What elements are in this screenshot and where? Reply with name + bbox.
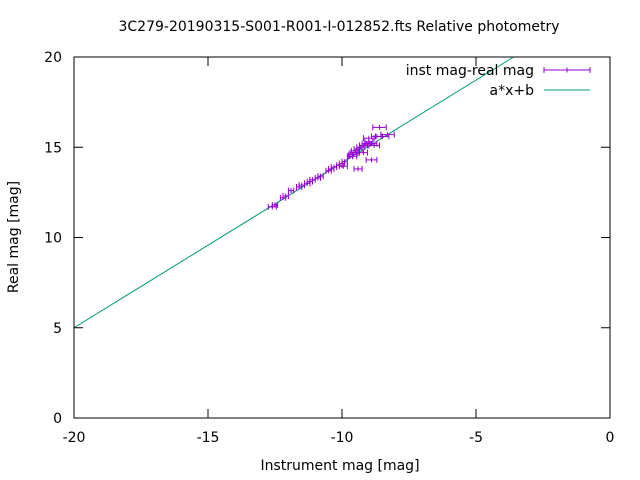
legend-label-fit: a*x+b (490, 83, 535, 99)
y-tick-label: 5 (53, 321, 62, 337)
x-tick-label: -10 (331, 430, 354, 446)
plot-frame (73, 56, 611, 419)
chart-title: 3C279-20190315-S001-R001-I-012852.fts Re… (119, 19, 560, 35)
data-point (348, 153, 358, 160)
data-point (358, 149, 368, 156)
data-point (282, 192, 289, 199)
data-point (362, 135, 375, 142)
x-tick-label: -15 (197, 430, 220, 446)
data-point (372, 124, 387, 131)
y-tick-label: 10 (44, 231, 62, 247)
x-tick-label: 0 (606, 430, 615, 446)
axis-ticks: -20 -15 -10 -5 0 0 5 10 15 20 (44, 50, 614, 446)
legend-label-points: inst mag-real mag (406, 63, 534, 79)
data-point (365, 156, 378, 163)
x-tick-label: -5 (469, 430, 483, 446)
data-point (287, 187, 295, 194)
data-point (353, 165, 363, 172)
data-point (271, 202, 279, 209)
plot-area (73, 56, 514, 329)
y-tick-label: 0 (53, 411, 62, 427)
y-tick-label: 20 (44, 50, 62, 66)
x-axis-label: Instrument mag [mag] (260, 458, 419, 474)
legend: inst mag-real mag a*x+b (406, 63, 591, 99)
data-point (338, 163, 348, 170)
data-point (380, 131, 395, 138)
data-point (368, 142, 381, 149)
x-tick-label: -20 (63, 430, 86, 446)
y-tick-label: 15 (44, 140, 62, 156)
y-axis-label: Real mag [mag] (6, 181, 22, 293)
data-point (317, 173, 324, 180)
legend-sample-points (543, 67, 591, 73)
